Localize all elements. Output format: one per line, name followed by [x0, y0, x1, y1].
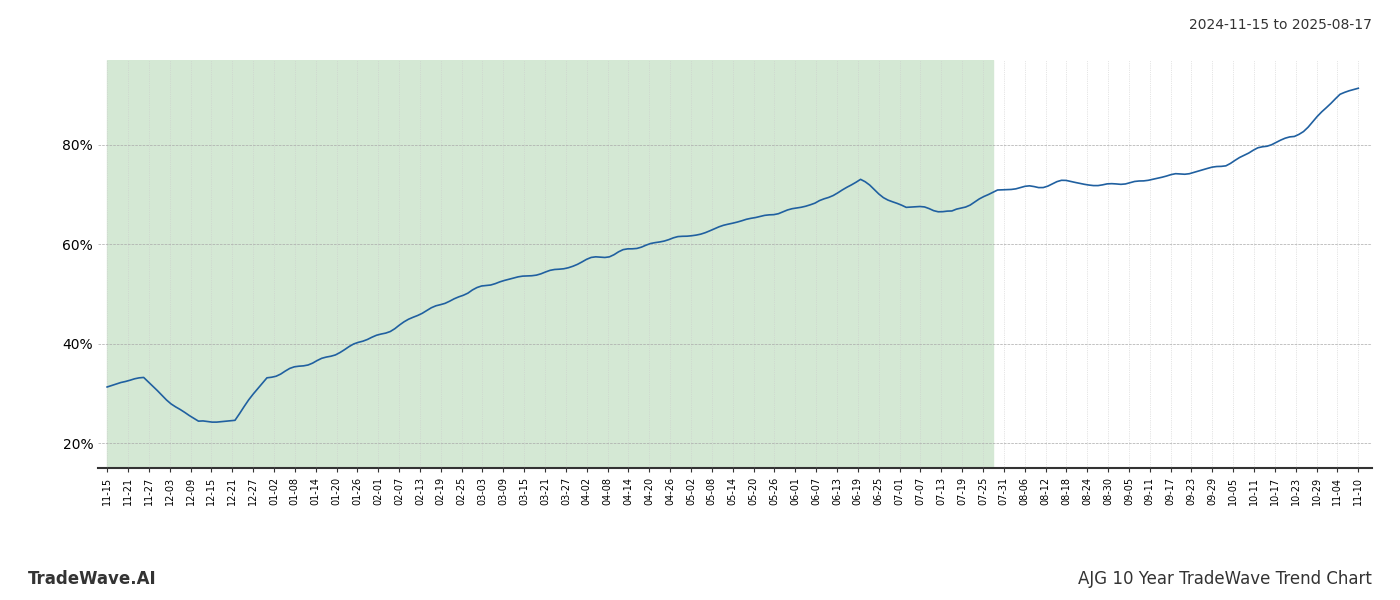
Text: 2024-11-15 to 2025-08-17: 2024-11-15 to 2025-08-17 — [1189, 18, 1372, 32]
Text: TradeWave.AI: TradeWave.AI — [28, 570, 157, 588]
Text: AJG 10 Year TradeWave Trend Chart: AJG 10 Year TradeWave Trend Chart — [1078, 570, 1372, 588]
Bar — [108, 60, 993, 468]
